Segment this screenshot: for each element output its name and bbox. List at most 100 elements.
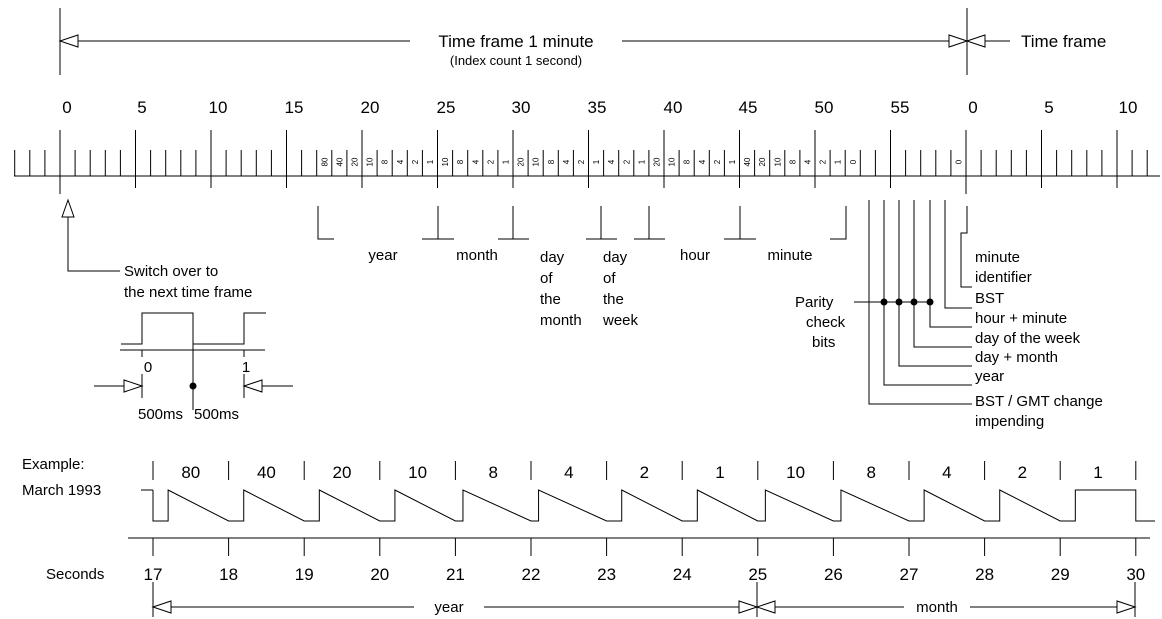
bit-weight-label: 2 [411,159,420,164]
scale-label: 5 [137,98,146,117]
parity-dot [926,298,934,306]
scale-label: 55 [891,98,910,117]
group-dow-line4: week [602,312,639,329]
switch-left-arrowhead [123,379,144,393]
bit-weight-label: 40 [743,157,752,166]
example-second-label: 27 [900,565,919,584]
example-weight-label: 20 [333,463,352,482]
example-second-label: 26 [824,565,843,584]
bit-weight-label: 2 [819,159,828,164]
scale-label: 10 [1119,98,1138,117]
next-frame-arrowhead [965,34,986,48]
bit-weight-label: 4 [698,159,707,164]
group-labels: year month day of the month day of the w… [368,247,812,329]
bit-weight-label: 20 [758,157,767,166]
span-year-label: year [434,599,463,616]
flag-leaders [854,200,972,405]
scale-label: 40 [664,98,683,117]
parity-line3: bits [812,334,835,351]
example-weight-label: 1 [715,463,724,482]
group-dom-line3: the [540,291,561,308]
bit-weight-label: 40 [335,157,344,166]
right-arrowhead [948,34,969,48]
bit-weight-label: 10 [441,157,450,166]
example-weight-label: 2 [1018,463,1027,482]
bit-weight-label: 20 [350,157,359,166]
example-weight-label: 10 [786,463,805,482]
day-of-week-label: day of the week [975,330,1081,347]
major-scale-labels: 0 5 10 15 20 25 30 35 40 45 50 55 0 5 10 [62,98,1137,117]
leader-day-month [898,200,972,367]
example-weight-label: 80 [181,463,200,482]
example-second-label: 23 [597,565,616,584]
switch-label-line2: the next time frame [124,284,252,301]
bit-weight-label: 1 [501,159,510,164]
parity-line2: check [806,314,846,331]
example-title-line1: Example: [22,456,85,473]
bst-label: BST [975,290,1004,307]
bit-weight-label: 80 [320,157,329,166]
parity-dot [880,298,888,306]
bit-weight-label: 20 [652,157,661,166]
example-title-line2: March 1993 [22,482,101,499]
switch-tick-1: 1 [242,359,250,376]
bit-weight-label: 2 [486,159,495,164]
scale-label: 35 [588,98,607,117]
example-second-label: 19 [295,565,314,584]
example-pulse-train [152,489,1155,522]
bit-weight-label: 10 [366,157,375,166]
bit-weight-label: 4 [607,159,616,164]
second-tick-ruler [14,130,1160,194]
switch-pulse [121,312,266,345]
example-weight-label: 40 [257,463,276,482]
bit-weight-label: 8 [456,159,465,164]
scale-label: 10 [209,98,228,117]
bit-weight-label: 1 [592,159,601,164]
parity-line1: Parity [795,294,834,311]
group-minute-label: minute [767,247,812,264]
bst-gmt-change-line2: impending [975,413,1044,430]
minute-identifier-line1: minute [975,249,1020,266]
group-dom-line4: month [540,312,582,329]
bit-weight-label: 8 [788,159,797,164]
example-weight-label: 8 [866,463,875,482]
bit-weight-label: 4 [562,159,571,164]
bit-weight-label: 1 [426,159,435,164]
left-arrowhead [58,34,79,48]
scale-label: 20 [361,98,380,117]
bit-weight-label: 1 [834,159,843,164]
example-weight-label: 1 [1093,463,1102,482]
switch-dur-right: 500ms [194,406,239,423]
example-weight-label: 8 [488,463,497,482]
bit-weight-label: 1 [728,159,737,164]
bit-weight-label: 0 [954,159,963,164]
bit-weight-label: 1 [637,159,646,164]
leader-year [883,200,972,386]
scale-label: 0 [968,98,977,117]
group-month-label: month [456,247,498,264]
day-month-label: day + month [975,349,1058,366]
hour-minute-label: hour + minute [975,310,1067,327]
bit-weight-label: 4 [396,159,405,164]
bit-weight-label: 10 [773,157,782,166]
seconds-label: Seconds [46,566,104,583]
bit-weight-label: 2 [622,159,631,164]
month-span-right-arrow [1116,600,1137,614]
index-count-label: (Index count 1 second) [450,53,582,68]
bst-gmt-change-line1: BST / GMT change [975,393,1103,410]
next-time-frame-label: Time frame [1021,32,1106,51]
example-second-label: 25 [748,565,767,584]
scale-label: 15 [285,98,304,117]
group-dow-line1: day [603,249,628,266]
bit-weight-label: 20 [517,157,526,166]
scale-label: 50 [815,98,834,117]
switch-right-arrowhead [242,379,263,393]
leader-hour-minute [929,200,972,328]
bit-weight-label: 4 [471,159,480,164]
scale-label: 45 [739,98,758,117]
example-second-label: 17 [144,565,163,584]
group-year-label: year [368,247,397,264]
example-second-label: 21 [446,565,465,584]
span-month-label: month [916,599,958,616]
